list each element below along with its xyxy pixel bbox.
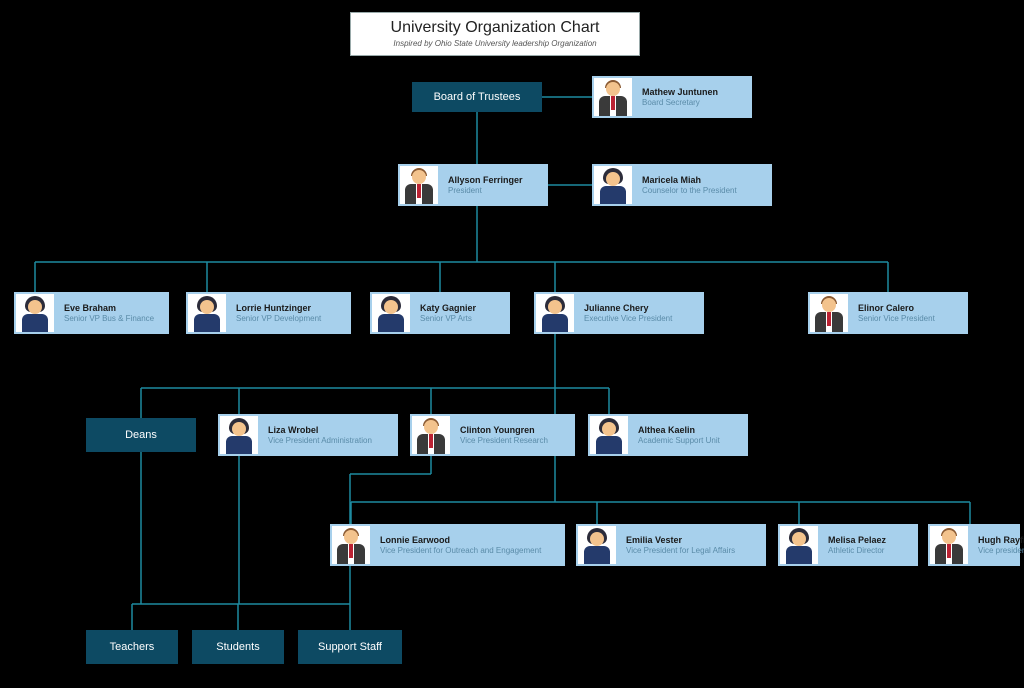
person-label: Mathew JuntunenBoard Secretary	[634, 76, 752, 118]
person-name: Mathew Juntunen	[642, 87, 744, 98]
person-pelaez: Melisa PelaezAthletic Director	[778, 524, 918, 566]
person-youngren: Clinton YoungrenVice President Research	[410, 414, 575, 456]
person-label: Maricela MiahCounselor to the President	[634, 164, 772, 206]
person-kaelin: Althea KaelinAcademic Support Unit	[588, 414, 748, 456]
person-label: Julianne CheryExecutive Vice President	[576, 292, 704, 334]
person-name: Julianne Chery	[584, 303, 696, 314]
person-name: Liza Wrobel	[268, 425, 390, 436]
avatar-icon	[186, 292, 228, 334]
person-name: Elinor Calero	[858, 303, 960, 314]
person-role: Senior VP Development	[236, 314, 343, 324]
person-label: Emilia VesterVice President for Legal Af…	[618, 524, 766, 566]
box-deans: Deans	[86, 418, 196, 452]
person-label: Hugh RayfieldVice president for student …	[970, 524, 1020, 566]
person-label: Lorrie HuntzingerSenior VP Development	[228, 292, 351, 334]
avatar-icon	[592, 164, 634, 206]
person-role: Vice President Administration	[268, 436, 390, 446]
person-name: Melisa Pelaez	[828, 535, 910, 546]
person-label: Althea KaelinAcademic Support Unit	[630, 414, 748, 456]
person-role: Counselor to the President	[642, 186, 764, 196]
person-role: Vice president for student affairs	[978, 546, 1012, 556]
avatar-icon	[410, 414, 452, 456]
avatar-icon	[778, 524, 820, 566]
person-role: Executive Vice President	[584, 314, 696, 324]
person-earwood: Lonnie EarwoodVice President for Outreac…	[330, 524, 565, 566]
person-role: Vice President Research	[460, 436, 567, 446]
person-miah: Maricela MiahCounselor to the President	[592, 164, 772, 206]
person-vester: Emilia VesterVice President for Legal Af…	[576, 524, 766, 566]
person-role: Athletic Director	[828, 546, 910, 556]
person-label: Elinor CaleroSenior Vice President	[850, 292, 968, 334]
chart-subtitle: Inspired by Ohio State University leader…	[361, 39, 629, 48]
avatar-icon	[218, 414, 260, 456]
person-braham: Eve BrahamSenior VP Bus & Finance	[14, 292, 169, 334]
person-name: Katy Gagnier	[420, 303, 502, 314]
person-role: Vice President for Outreach and Engageme…	[380, 546, 557, 556]
chart-title-block: University Organization Chart Inspired b…	[350, 12, 640, 56]
person-name: Maricela Miah	[642, 175, 764, 186]
person-ferringer: Allyson FerringerPresident	[398, 164, 548, 206]
person-label: Eve BrahamSenior VP Bus & Finance	[56, 292, 169, 334]
person-label: Melisa PelaezAthletic Director	[820, 524, 918, 566]
person-gagnier: Katy GagnierSenior VP Arts	[370, 292, 510, 334]
avatar-icon	[370, 292, 412, 334]
box-students: Students	[192, 630, 284, 664]
person-label: Lonnie EarwoodVice President for Outreac…	[372, 524, 565, 566]
person-role: Vice President for Legal Affairs	[626, 546, 758, 556]
person-rayfield: Hugh RayfieldVice president for student …	[928, 524, 1020, 566]
avatar-icon	[14, 292, 56, 334]
person-name: Hugh Rayfield	[978, 535, 1012, 546]
person-name: Lorrie Huntzinger	[236, 303, 343, 314]
person-chery: Julianne CheryExecutive Vice President	[534, 292, 704, 334]
person-label: Allyson FerringerPresident	[440, 164, 548, 206]
person-role: Senior Vice President	[858, 314, 960, 324]
chart-title: University Organization Chart	[361, 19, 629, 37]
person-name: Althea Kaelin	[638, 425, 740, 436]
avatar-icon	[576, 524, 618, 566]
box-teachers: Teachers	[86, 630, 178, 664]
avatar-icon	[330, 524, 372, 566]
person-calero: Elinor CaleroSenior Vice President	[808, 292, 968, 334]
person-juntunen: Mathew JuntunenBoard Secretary	[592, 76, 752, 118]
box-support: Support Staff	[298, 630, 402, 664]
avatar-icon	[592, 76, 634, 118]
person-role: Senior VP Bus & Finance	[64, 314, 161, 324]
avatar-icon	[928, 524, 970, 566]
box-board: Board of Trustees	[412, 82, 542, 112]
person-role: Academic Support Unit	[638, 436, 740, 446]
person-name: Lonnie Earwood	[380, 535, 557, 546]
org-chart-stage: University Organization Chart Inspired b…	[0, 0, 1024, 688]
person-label: Katy GagnierSenior VP Arts	[412, 292, 510, 334]
avatar-icon	[588, 414, 630, 456]
person-role: President	[448, 186, 540, 196]
person-name: Eve Braham	[64, 303, 161, 314]
person-name: Allyson Ferringer	[448, 175, 540, 186]
person-role: Board Secretary	[642, 98, 744, 108]
avatar-icon	[398, 164, 440, 206]
person-label: Liza WrobelVice President Administration	[260, 414, 398, 456]
person-wrobel: Liza WrobelVice President Administration	[218, 414, 398, 456]
avatar-icon	[808, 292, 850, 334]
person-name: Emilia Vester	[626, 535, 758, 546]
person-huntzinger: Lorrie HuntzingerSenior VP Development	[186, 292, 351, 334]
person-label: Clinton YoungrenVice President Research	[452, 414, 575, 456]
person-role: Senior VP Arts	[420, 314, 502, 324]
avatar-icon	[534, 292, 576, 334]
person-name: Clinton Youngren	[460, 425, 567, 436]
